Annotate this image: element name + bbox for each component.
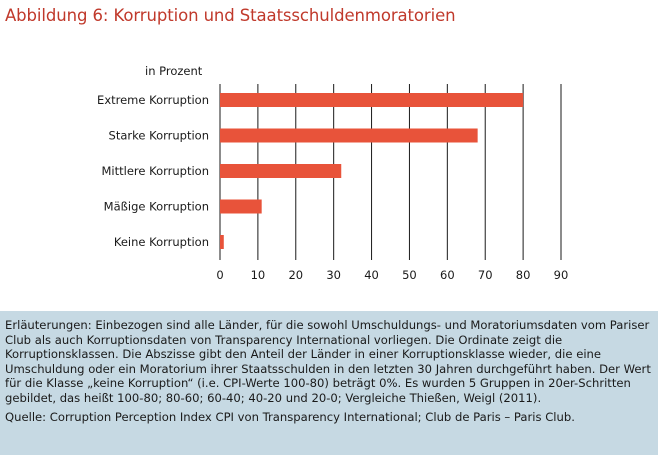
x-tick-label: 60 [440, 268, 455, 282]
x-tick-label: 10 [251, 268, 266, 282]
category-label: Starke Korruption [109, 129, 209, 143]
caption-notes: Erläuterungen: Einbezogen sind alle Länd… [5, 318, 651, 405]
bars [220, 93, 524, 249]
x-tick-label: 0 [216, 268, 223, 282]
x-tick-label: 40 [364, 268, 379, 282]
x-tick-label: 20 [288, 268, 303, 282]
category-label: Keine Korruption [114, 235, 209, 249]
unit-label: in Prozent [145, 64, 203, 78]
category-labels: Extreme Korruption Starke Korruption Mittl… [97, 93, 209, 249]
figure-header: Abbildung 6: Korruption und Staatsschuld… [0, 0, 658, 37]
bar [220, 199, 262, 214]
category-label: Extreme Korruption [97, 93, 209, 107]
caption-source: Quelle: Corruption Perception Index CPI … [5, 409, 575, 424]
x-tick-label: 30 [326, 268, 341, 282]
bar [220, 235, 224, 249]
category-label: Mittlere Korruption [102, 164, 210, 178]
figure-title: Abbildung 6: Korruption und Staatsschuld… [5, 6, 456, 25]
x-tick-label: 50 [402, 268, 417, 282]
bar [220, 164, 342, 178]
figure-caption: Erläuterungen: Einbezogen sind alle Länd… [5, 318, 653, 424]
x-tick-label: 90 [554, 268, 569, 282]
x-tick-label: 80 [516, 268, 531, 282]
x-tick-labels: 0 10 20 30 40 50 60 70 80 90 [216, 268, 568, 282]
bar [220, 93, 524, 107]
bar [220, 128, 478, 143]
bar-chart: in Prozent Extreme Korruption Starke Korr… [97, 64, 568, 282]
category-label: Mäßige Korruption [104, 200, 209, 214]
x-tick-label: 70 [478, 268, 493, 282]
